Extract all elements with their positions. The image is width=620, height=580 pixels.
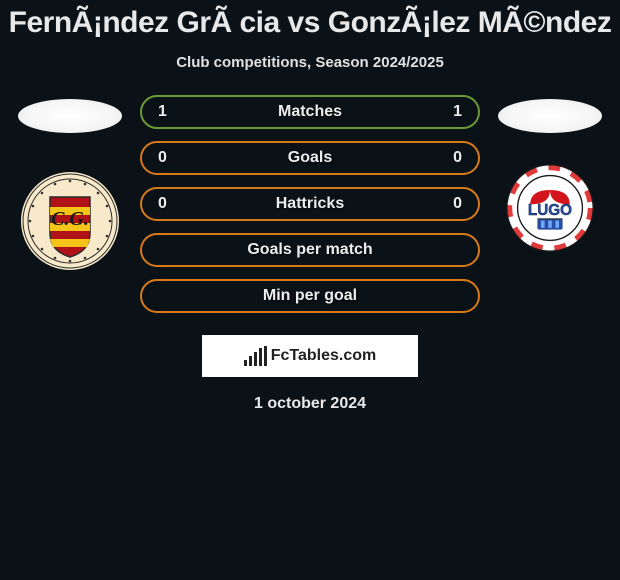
stat-label: Matches bbox=[278, 103, 342, 121]
stat-right-value: 0 bbox=[442, 195, 462, 213]
right-side: LUGO bbox=[490, 95, 610, 253]
stat-label: Goals per match bbox=[247, 241, 372, 259]
player-photo-right bbox=[498, 99, 602, 133]
stat-label: Goals bbox=[288, 149, 332, 167]
brand-box: FcTables.com bbox=[202, 335, 418, 377]
stat-left-value: 0 bbox=[158, 149, 178, 167]
club-crest-right: LUGO bbox=[505, 163, 595, 253]
brand-text: FcTables.com bbox=[271, 347, 377, 365]
club-crest-left: C.G. bbox=[20, 171, 120, 271]
date-text: 1 october 2024 bbox=[254, 395, 366, 413]
stat-row-min-per-goal: Min per goal bbox=[140, 279, 480, 313]
page-title: FernÃ¡ndez GrÃ cia vs GonzÃ¡lez MÃ©ndez bbox=[0, 0, 620, 40]
subtitle: Club competitions, Season 2024/2025 bbox=[0, 54, 620, 71]
comparison-layout: C.G. 1 Matches 1 0 Goals 0 0 Hattricks 0… bbox=[0, 95, 620, 413]
stat-label: Min per goal bbox=[263, 287, 357, 305]
stat-right-value: 1 bbox=[442, 103, 462, 121]
player-photo-left bbox=[18, 99, 122, 133]
stat-label: Hattricks bbox=[276, 195, 344, 213]
stat-row-goals: 0 Goals 0 bbox=[140, 141, 480, 175]
svg-text:C.G.: C.G. bbox=[51, 208, 89, 230]
stat-row-hattricks: 0 Hattricks 0 bbox=[140, 187, 480, 221]
left-side: C.G. bbox=[10, 95, 130, 271]
bars-icon bbox=[244, 346, 267, 366]
stats-column: 1 Matches 1 0 Goals 0 0 Hattricks 0 Goal… bbox=[130, 95, 490, 413]
stat-row-matches: 1 Matches 1 bbox=[140, 95, 480, 129]
stat-left-value: 0 bbox=[158, 195, 178, 213]
svg-text:LUGO: LUGO bbox=[528, 202, 572, 219]
stat-right-value: 0 bbox=[442, 149, 462, 167]
stat-left-value: 1 bbox=[158, 103, 178, 121]
stat-row-goals-per-match: Goals per match bbox=[140, 233, 480, 267]
